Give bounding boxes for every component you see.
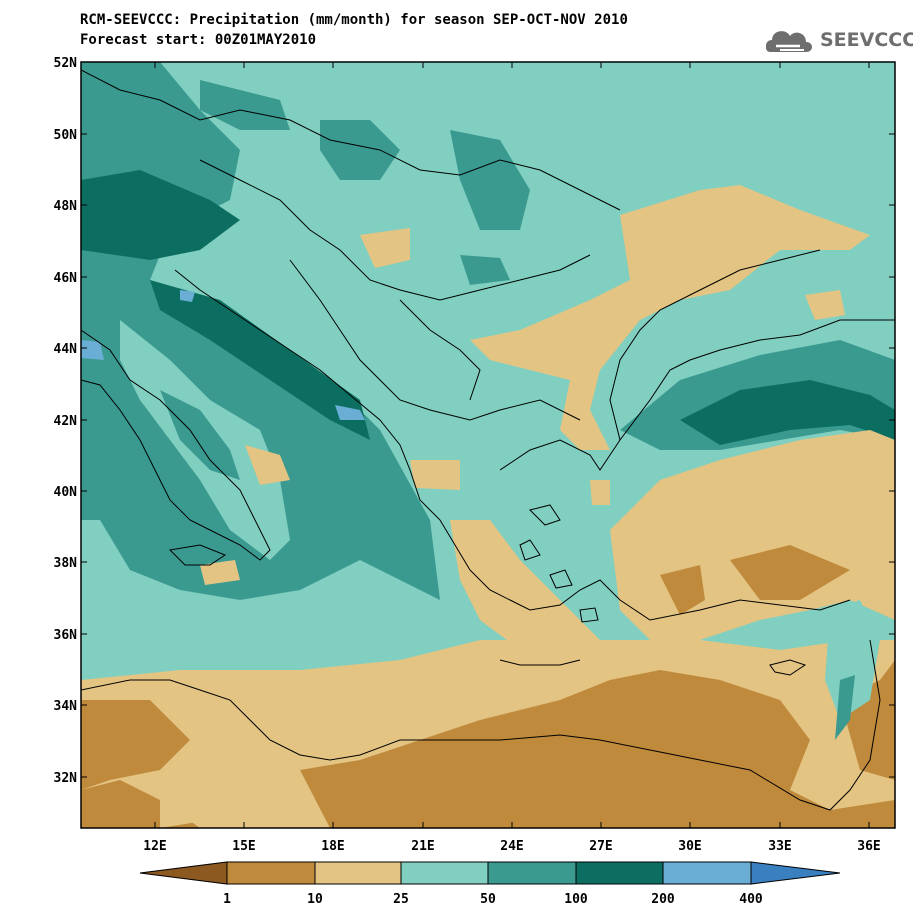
lon-label: 21E (411, 839, 434, 854)
lat-labels: 52N 50N 48N 46N 44N 42N 40N 38N 36N 34N … (54, 56, 78, 786)
lat-label: 48N (54, 199, 78, 214)
map-frame (80, 61, 896, 829)
field-10-25-greece (450, 520, 600, 660)
field-50-100-carpathian (320, 120, 400, 180)
lat-label: 40N (54, 485, 78, 500)
lat-label: 50N (54, 128, 78, 143)
legend-label: 1 (223, 892, 231, 907)
legend-label: 50 (480, 892, 496, 907)
lat-label: 38N (54, 556, 78, 571)
lon-labels: 12E 15E 18E 21E 24E 27E 30E 33E 36E (143, 839, 880, 854)
colorbar-swatch (662, 861, 752, 885)
field-black-sea-dark (680, 380, 895, 445)
logo-text: SEEVCCC (820, 29, 913, 51)
legend-label: 25 (393, 892, 409, 907)
map-field (81, 62, 895, 828)
colorbar-swatch (487, 861, 577, 885)
field-100-200-adriatic (150, 280, 370, 440)
legend-label: 10 (307, 892, 323, 907)
lat-label: 52N (54, 56, 78, 71)
colorbar-swatch (226, 861, 316, 885)
coastlines (81, 69, 895, 811)
lat-label: 44N (54, 342, 78, 357)
field-1-10-libya-egypt (300, 670, 895, 828)
colorbar-swatch (314, 861, 402, 885)
lon-label: 24E (500, 839, 523, 854)
forecast-start-label: Forecast start: 00Z01MAY2010 (80, 32, 317, 48)
lat-label: 36N (54, 628, 78, 643)
lat-ticks (81, 61, 895, 778)
seevccc-logo (766, 31, 812, 52)
colorbar-arrow-low (139, 861, 228, 885)
colorbar-labels: 1 10 25 50 100 200 400 (223, 892, 763, 907)
colorbar-swatch (575, 861, 664, 885)
map-title: RCM-SEEVCCC: Precipitation (mm/month) fo… (80, 12, 628, 28)
lat-label: 34N (54, 699, 78, 714)
colorbar-arrow-high (750, 861, 841, 885)
lon-label: 30E (678, 839, 701, 854)
lat-label: 46N (54, 271, 78, 286)
lat-label: 42N (54, 414, 78, 429)
legend-label: 200 (651, 892, 675, 907)
colorbar-legend (139, 861, 841, 885)
lon-label: 12E (143, 839, 166, 854)
colorbar-swatch (400, 861, 489, 885)
lon-label: 33E (768, 839, 791, 854)
legend-label: 100 (564, 892, 588, 907)
lat-label: 32N (54, 771, 78, 786)
lon-ticks (154, 62, 870, 828)
field-1-10-anatolia (730, 545, 850, 600)
lon-label: 27E (589, 839, 612, 854)
field-10-25-balkan (470, 185, 870, 450)
field-200-400 (81, 340, 104, 360)
lon-label: 15E (232, 839, 255, 854)
lon-label: 36E (857, 839, 880, 854)
lon-label: 18E (321, 839, 344, 854)
legend-label: 400 (739, 892, 763, 907)
field-100-200-west (81, 170, 240, 260)
